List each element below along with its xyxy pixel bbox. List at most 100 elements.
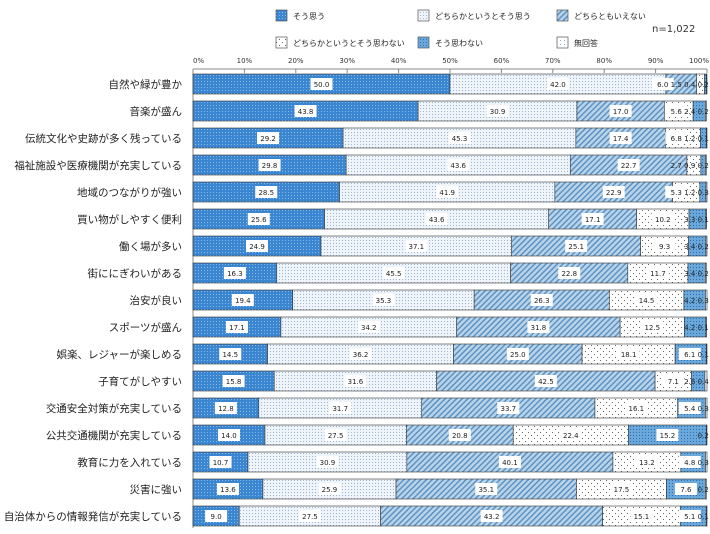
data-label: 0.9 — [684, 162, 695, 170]
data-label-bg — [447, 159, 470, 171]
data-label: 16.1 — [629, 405, 645, 413]
data-label: 22.8 — [561, 270, 577, 278]
data-label-bg — [625, 402, 648, 414]
data-label: 0.1 — [698, 351, 709, 359]
data-label: 22.9 — [606, 189, 622, 197]
data-label: 45.5 — [386, 270, 402, 278]
data-label: 5.6 — [671, 108, 683, 116]
data-label: 4.2 — [684, 297, 695, 305]
data-label: 0.4 — [684, 81, 696, 89]
bar-segment — [704, 370, 708, 392]
data-label-bg — [617, 159, 640, 171]
legend-label: どちらかというとそう思う — [435, 12, 531, 21]
data-label: 28.5 — [258, 189, 274, 197]
data-label-bg — [534, 375, 557, 387]
data-label: 19.4 — [235, 297, 251, 305]
data-label: 17.5 — [614, 486, 630, 494]
bar-segment — [705, 100, 707, 122]
legend-swatch — [556, 9, 569, 22]
category-label: 自然や緑が豊か — [109, 78, 183, 91]
data-label: 5.4 — [684, 405, 696, 413]
data-label: 31.6 — [348, 378, 364, 386]
data-label-bg — [217, 429, 240, 441]
bar-segment — [705, 262, 707, 284]
data-label-bg — [527, 321, 550, 333]
data-label: 7.6 — [680, 486, 692, 494]
data-label-bg — [641, 321, 664, 333]
legend-label: どちらともいえない — [574, 12, 646, 21]
data-label: 0.1 — [698, 216, 709, 224]
data-label-bg — [651, 213, 674, 225]
data-label: 30.9 — [490, 108, 506, 116]
bar-segment — [705, 316, 707, 338]
data-label-bg — [610, 483, 633, 495]
data-label: 0.2 — [698, 432, 709, 440]
data-label: 3.3 — [684, 216, 695, 224]
data-label-bg — [656, 429, 679, 441]
data-label: 2.4 — [684, 108, 696, 116]
data-label: 6.0 — [657, 81, 668, 89]
data-label: 12.8 — [218, 405, 234, 413]
data-label: 16.3 — [227, 270, 243, 278]
tick-label: 20% — [288, 57, 304, 65]
data-label-bg — [678, 348, 701, 360]
category-label: 災害に強い — [130, 483, 183, 496]
bar-segment — [705, 181, 708, 203]
category-label: 音楽が盛ん — [130, 105, 183, 118]
data-label-bg — [349, 348, 372, 360]
data-label: 25.1 — [568, 243, 584, 251]
data-label-bg — [222, 375, 245, 387]
data-label: 42.0 — [550, 81, 566, 89]
data-label: 0.3 — [698, 297, 709, 305]
data-label-bg — [225, 321, 248, 333]
data-label-bg — [662, 375, 685, 387]
data-label-bg — [255, 186, 278, 198]
data-label-bg — [344, 375, 367, 387]
data-label: 30.9 — [320, 459, 336, 467]
data-label: 15.2 — [660, 432, 676, 440]
category-label: 娯楽、レジャーが楽しめる — [57, 348, 182, 361]
data-label-bg — [245, 240, 268, 252]
data-label-bg — [258, 159, 281, 171]
bar-segment — [705, 451, 708, 473]
data-label: 6.8 — [671, 135, 682, 143]
data-label: 27.5 — [328, 432, 344, 440]
bar-segment — [705, 289, 708, 311]
data-label: 35.3 — [376, 297, 392, 305]
legend-swatch — [417, 9, 430, 22]
data-label: 36.2 — [353, 351, 369, 359]
data-label-bg — [630, 510, 653, 522]
data-label: 41.9 — [439, 189, 455, 197]
data-label-bg — [546, 78, 569, 90]
data-label: 45.3 — [452, 135, 468, 143]
data-label: 6.1 — [684, 351, 695, 359]
data-label: 0.2 — [698, 486, 709, 494]
legend-swatch — [556, 36, 569, 49]
data-label-bg — [581, 213, 604, 225]
legend-swatch — [275, 9, 288, 22]
data-label: 0.3 — [698, 189, 709, 197]
data-label: 1.5 — [671, 81, 682, 89]
bar-segment — [706, 73, 708, 95]
sample-size-note: n=1,022 — [652, 24, 695, 35]
data-label: 33.7 — [501, 405, 517, 413]
category-label: 働く場が多い — [119, 240, 182, 253]
bar-segment — [705, 208, 707, 230]
data-label: 9.3 — [659, 243, 670, 251]
data-label-bg — [219, 348, 242, 360]
data-label-bg — [651, 78, 674, 90]
data-label: 42.5 — [538, 378, 554, 386]
data-label: 15.1 — [634, 513, 650, 521]
data-labels: 50.0 42.0 6.0 1.5 0.4 0.243.8 30.9 17.0 5.6 2.4 0.… — [205, 78, 709, 522]
data-label: 24.9 — [249, 243, 265, 251]
data-label: 17.0 — [613, 108, 629, 116]
bar-segment — [705, 397, 708, 419]
data-label-bg — [609, 132, 632, 144]
data-label: 11.7 — [650, 270, 666, 278]
data-label: 31.8 — [531, 324, 547, 332]
data-label-bg — [486, 105, 509, 117]
data-label: 3.4 — [684, 243, 696, 251]
bar-segment — [706, 127, 708, 149]
data-label: 40.1 — [502, 459, 518, 467]
